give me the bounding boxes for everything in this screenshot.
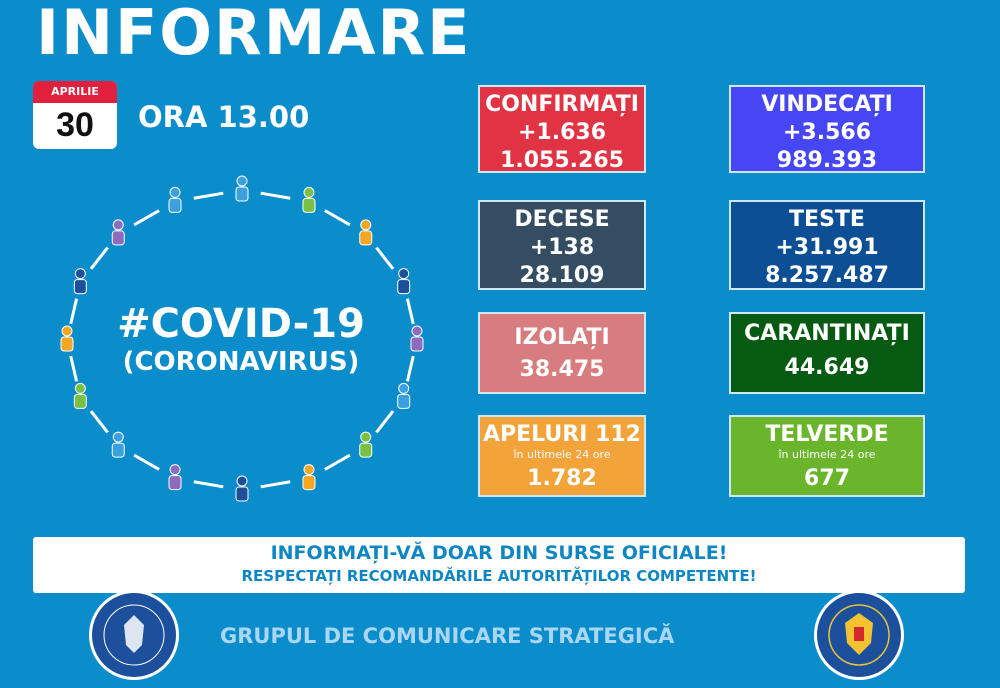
double-arrow-icon: [133, 209, 160, 227]
card-delta: +31.991: [775, 235, 879, 260]
banner-line-2: RESPECTAȚI RECOMANDĂRILE AUTORITĂȚILOR C…: [241, 567, 757, 585]
card-total: 677: [804, 466, 850, 491]
card-label: CARANTINAȚI: [744, 321, 910, 346]
person-icon: [111, 219, 125, 246]
double-arrow-icon: [405, 298, 415, 325]
covid-hashtag: #COVID-19: [117, 301, 365, 347]
card-total: 8.257.487: [765, 263, 889, 288]
calendar-day: 30: [56, 106, 94, 144]
card-label: APELURI 112: [483, 422, 641, 447]
card-total: 1.055.265: [500, 148, 624, 173]
double-arrow-icon: [89, 410, 109, 434]
card-label: TESTE: [789, 207, 865, 232]
person-icon: [302, 464, 316, 491]
card-delta: +3.566: [782, 120, 872, 145]
card-teste: TESTE +31.991 8.257.487: [729, 200, 925, 290]
covid-label: #COVID-19 (CORONAVIRUS): [96, 302, 386, 378]
double-arrow-icon: [260, 191, 291, 200]
person-icon: [235, 175, 249, 202]
person-icon: [73, 382, 87, 409]
card-apeluri-112: APELURI 112 în ultimele 24 ore 1.782: [478, 415, 646, 497]
report-time: ORA 13.00: [138, 100, 310, 134]
person-icon: [359, 431, 373, 458]
covid-subtitle: (CORONAVIRUS): [122, 347, 360, 377]
person-icon: [235, 475, 249, 502]
footer-org: GRUPUL DE COMUNICARE STRATEGICĂ: [220, 624, 675, 648]
person-icon: [73, 268, 87, 295]
card-total: 44.649: [784, 355, 870, 380]
person-icon: [410, 325, 424, 352]
person-icon: [397, 268, 411, 295]
person-icon: [111, 431, 125, 458]
double-arrow-icon: [133, 453, 160, 471]
card-label: CONFIRMAȚI: [485, 92, 639, 117]
card-label: VINDECAȚI: [761, 92, 893, 117]
calendar-month: APRILIE: [33, 81, 117, 103]
banner-line-1: INFORMAȚI-VĂ DOAR DIN SURSE OFICIALE!: [270, 542, 728, 564]
official-sources-banner: INFORMAȚI-VĂ DOAR DIN SURSE OFICIALE! RE…: [33, 537, 965, 593]
person-icon: [359, 219, 373, 246]
card-note: în ultimele 24 ore: [778, 448, 876, 461]
person-icon: [397, 382, 411, 409]
double-arrow-icon: [69, 298, 79, 325]
card-label: DECESE: [514, 207, 610, 232]
double-arrow-icon: [193, 480, 224, 489]
card-confirmati: CONFIRMAȚI +1.636 1.055.265: [478, 85, 646, 173]
page-title: INFORMARE: [36, 0, 472, 69]
card-total: 28.109: [519, 263, 605, 288]
card-carantinati: CARANTINAȚI 44.649: [729, 312, 925, 394]
person-icon: [168, 464, 182, 491]
card-total: 989.393: [776, 148, 878, 173]
card-delta: +138: [529, 235, 595, 260]
card-label: IZOLAȚI: [514, 325, 610, 350]
card-vindecati: VINDECAȚI +3.566 989.393: [729, 85, 925, 173]
double-arrow-icon: [375, 246, 395, 270]
calendar-icon: APRILIE 30: [33, 81, 117, 149]
double-arrow-icon: [405, 355, 415, 382]
people-circle-illustration: [60, 175, 424, 502]
person-icon: [168, 186, 182, 213]
double-arrow-icon: [193, 191, 224, 200]
double-arrow-icon: [324, 209, 351, 227]
card-delta: +1.636: [517, 120, 607, 145]
card-label: TELVERDE: [765, 422, 889, 447]
card-total: 38.475: [519, 357, 605, 382]
person-icon: [302, 186, 316, 213]
double-arrow-icon: [89, 246, 109, 270]
person-icon: [60, 325, 74, 352]
card-total: 1.782: [527, 466, 597, 491]
double-arrow-icon: [260, 480, 291, 489]
double-arrow-icon: [324, 453, 351, 471]
card-izolati: IZOLAȚI 38.475: [478, 312, 646, 394]
card-telverde: TELVERDE în ultimele 24 ore 677: [729, 415, 925, 497]
double-arrow-icon: [69, 355, 79, 382]
dsu-logo: [814, 590, 904, 680]
card-note: în ultimele 24 ore: [513, 448, 611, 461]
double-arrow-icon: [375, 410, 395, 434]
card-decese: DECESE +138 28.109: [478, 200, 646, 290]
government-logo: [89, 590, 179, 680]
